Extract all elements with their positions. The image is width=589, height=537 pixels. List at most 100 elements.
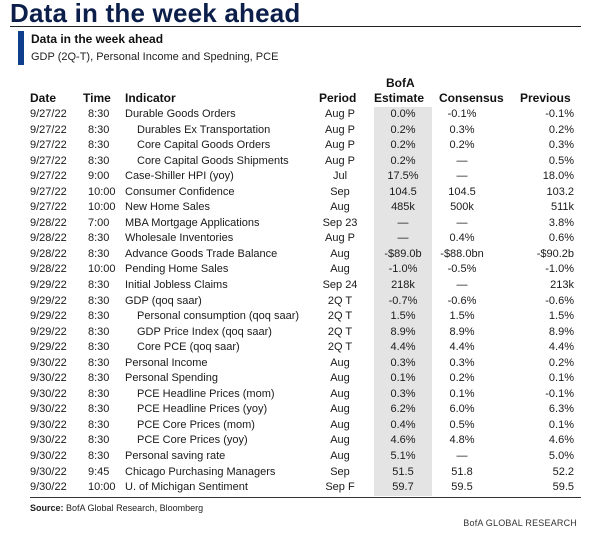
- cell-previous: -$90.2b: [536, 247, 574, 260]
- cell-previous: 0.3%: [548, 139, 574, 152]
- cell-time: 9:45: [88, 465, 110, 478]
- cell-date: 9/30/22: [30, 434, 67, 447]
- cell-indicator: Personal consumption (qoq saar): [137, 310, 300, 323]
- cell-consensus: -$88.0bn: [440, 247, 484, 260]
- cell-time: 8:30: [88, 387, 110, 400]
- cell-date: 9/29/22: [30, 310, 67, 323]
- cell-consensus: 0.5%: [449, 418, 475, 431]
- cell-estimate: 0.1%: [390, 372, 416, 385]
- cell-previous: -0.1%: [545, 387, 574, 400]
- table-row: 9/27/22 10:00 New Home Sales Aug 485k 500k 511…: [0, 200, 589, 216]
- cell-period: Sep 24: [322, 279, 358, 292]
- cell-consensus: 0.2%: [449, 139, 475, 152]
- cell-time: 8:30: [88, 294, 110, 307]
- cell-period: Jul: [332, 170, 348, 183]
- cell-consensus: 0.3%: [449, 356, 475, 369]
- cell-period: 2Q T: [327, 325, 353, 338]
- cell-date: 9/27/22: [30, 170, 67, 183]
- cell-time: 8:30: [88, 247, 110, 260]
- cell-time: 8:30: [88, 450, 110, 463]
- cell-consensus: 4.8%: [449, 434, 475, 447]
- cell-period: Aug P: [325, 154, 355, 167]
- cell-previous: 0.2%: [548, 356, 574, 369]
- table-row: 9/29/22 8:30 Personal consumption (qoq saa…: [0, 309, 589, 325]
- cell-consensus: 4.4%: [449, 341, 475, 354]
- cell-period: Aug P: [325, 139, 355, 152]
- cell-previous: 18.0%: [542, 170, 574, 183]
- cell-period: Aug: [330, 201, 350, 214]
- cell-estimate: 4.4%: [390, 341, 416, 354]
- cell-period: Sep 23: [322, 216, 358, 229]
- cell-period: 2Q T: [327, 341, 353, 354]
- cell-indicator: Chicago Purchasing Managers: [125, 465, 276, 478]
- cell-estimate: -$89.0b: [384, 247, 422, 260]
- cell-estimate: 1.5%: [390, 310, 416, 323]
- cell-consensus: 0.1%: [449, 387, 475, 400]
- cell-time: 8:30: [88, 403, 110, 416]
- cell-previous: 4.4%: [548, 341, 574, 354]
- cell-date: 9/30/22: [30, 450, 67, 463]
- footer-divider: [30, 497, 581, 498]
- cell-time: 9:00: [88, 170, 110, 183]
- table-row: 9/27/22 8:30 Core Capital Goods Orders Aug …: [0, 138, 589, 154]
- table-row: 9/30/22 10:00 U. of Michigan Sentiment Sep …: [0, 480, 589, 496]
- cell-time: 10:00: [88, 263, 116, 276]
- cell-estimate: —: [397, 232, 409, 245]
- estimate-column-shading: [374, 107, 432, 496]
- header-divider: [10, 26, 581, 27]
- cell-date: 9/30/22: [30, 418, 67, 431]
- cell-previous: 5.0%: [548, 450, 574, 463]
- cell-previous: 103.2: [546, 185, 574, 198]
- cell-period: Aug: [330, 263, 350, 276]
- cell-date: 9/27/22: [30, 123, 67, 136]
- cell-estimate: 51.5: [392, 465, 414, 478]
- cell-previous: 0.5%: [548, 154, 574, 167]
- cell-time: 8:30: [88, 341, 110, 354]
- cell-date: 9/27/22: [30, 201, 67, 214]
- cell-indicator: U. of Michigan Sentiment: [125, 481, 248, 494]
- exhibit-title: Data in the week ahead: [31, 32, 164, 46]
- cell-indicator: Consumer Confidence: [125, 185, 235, 198]
- cell-estimate: 8.9%: [390, 325, 416, 338]
- cell-indicator: PCE Headline Prices (mom): [137, 387, 275, 400]
- table-row: 9/28/22 8:30 Wholesale Inventories Aug P — 0.…: [0, 231, 589, 247]
- cell-previous: 0.1%: [548, 418, 574, 431]
- table-row: 9/29/22 8:30 Core PCE (qoq saar) 2Q T 4.4% 4.…: [0, 340, 589, 356]
- source-note: Source: BofA Global Research, Bloomberg: [30, 503, 203, 513]
- cell-consensus: 500k: [450, 201, 474, 214]
- accent-bar: [18, 31, 24, 65]
- cell-consensus: -0.1%: [447, 108, 477, 120]
- table-row: 9/30/22 8:30 Personal saving rate Aug 5.1% — 5…: [0, 449, 589, 465]
- cell-period: 2Q T: [327, 294, 353, 307]
- cell-estimate: -0.7%: [388, 294, 418, 307]
- cell-period: Aug: [330, 247, 350, 260]
- cell-date: 9/27/22: [30, 108, 67, 120]
- cell-period: Aug P: [325, 108, 355, 120]
- cell-indicator: Pending Home Sales: [125, 263, 229, 276]
- cell-date: 9/29/22: [30, 294, 67, 307]
- cell-indicator: Core PCE (qoq saar): [137, 341, 240, 354]
- table-row: 9/30/22 8:30 Personal Spending Aug 0.1% 0.2% 0…: [0, 371, 589, 387]
- cell-indicator: GDP (qoq saar): [125, 294, 202, 307]
- cell-estimate: 104.5: [389, 185, 417, 198]
- cell-time: 8:30: [88, 154, 110, 167]
- cell-indicator: GDP Price Index (qoq saar): [137, 325, 272, 338]
- cell-consensus: —: [456, 216, 468, 229]
- source-label: Source:: [30, 503, 64, 513]
- cell-time: 8:30: [88, 372, 110, 385]
- cell-consensus: 0.3%: [449, 123, 475, 136]
- cell-time: 8:30: [88, 434, 110, 447]
- cell-date: 9/28/22: [30, 216, 67, 229]
- cell-estimate: 0.2%: [390, 154, 416, 167]
- cell-date: 9/28/22: [30, 263, 67, 276]
- cell-estimate: 0.3%: [390, 387, 416, 400]
- cell-consensus: 6.0%: [449, 403, 475, 416]
- table-row: 9/30/22 8:30 PCE Core Prices (yoy) Aug 4.6% 4…: [0, 433, 589, 449]
- cell-time: 8:30: [88, 123, 110, 136]
- cell-period: 2Q T: [327, 310, 353, 323]
- cell-period: Aug: [330, 418, 350, 431]
- cell-consensus: 8.9%: [449, 325, 475, 338]
- header-estimate-line1: BofA: [386, 76, 415, 90]
- table-row: 9/28/22 10:00 Pending Home Sales Aug -1.0% -0…: [0, 262, 589, 278]
- cell-period: Aug P: [325, 232, 355, 245]
